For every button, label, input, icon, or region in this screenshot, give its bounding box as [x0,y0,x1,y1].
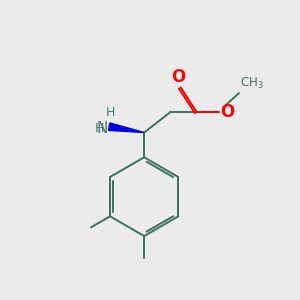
Text: O: O [172,68,186,86]
Text: H: H [105,106,115,119]
Text: N: N [96,122,108,136]
Polygon shape [109,123,144,133]
Text: O: O [220,103,234,121]
Text: $\mathregular{CH_3}$: $\mathregular{CH_3}$ [240,76,264,91]
Text: H: H [94,122,104,136]
